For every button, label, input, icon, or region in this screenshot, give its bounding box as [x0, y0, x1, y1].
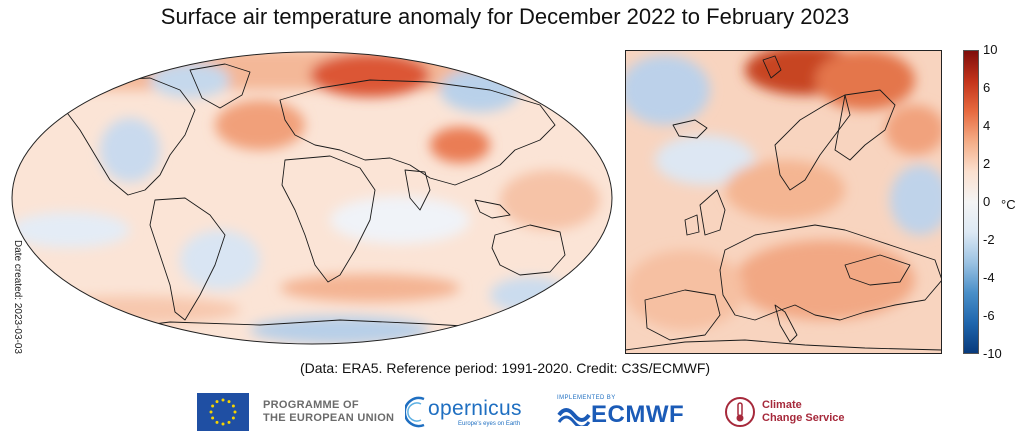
ecmwf-implemented-by: IMPLEMENTED BY [557, 395, 616, 401]
colorbar-tick: -10 [983, 346, 1002, 361]
eu-star [215, 420, 219, 424]
eu-star [227, 420, 231, 424]
colorbar-tick: 4 [983, 118, 991, 133]
eu-logo: PROGRAMME OF THE EUROPEAN UNION [197, 388, 394, 436]
colorbar-tick: 0 [983, 194, 991, 209]
eu-star [221, 398, 225, 402]
copernicus-c-icon [405, 396, 425, 428]
colorbar-tick: -6 [983, 308, 995, 323]
chart-title: Surface air temperature anomaly for Dece… [160, 4, 850, 29]
eu-star [231, 404, 235, 408]
colorbar-tick: 2 [983, 156, 991, 171]
eu-text-line1: PROGRAMME OF [263, 399, 359, 411]
logo-bar: PROGRAMME OF THE EUROPEAN UNION opernicu… [0, 388, 1024, 440]
colorbar-tick: 6 [983, 80, 991, 95]
eu-star [221, 422, 225, 426]
ecmwf-logo: IMPLEMENTED BY ECMWF [557, 388, 684, 436]
colorbar-unit: °C [1001, 197, 1016, 212]
date-created-label: Date created: 2023-03-03 [12, 240, 23, 354]
eu-flag-icon [197, 393, 249, 431]
eu-star [215, 400, 219, 404]
colorbar-tick: -4 [983, 270, 995, 285]
eu-star [209, 410, 213, 414]
copernicus-tagline: Europe's eyes on Earth [458, 421, 521, 427]
ecmwf-wordmark: ECMWF [591, 401, 685, 428]
thermometer-icon [725, 397, 755, 427]
colorbar [963, 50, 979, 354]
copernicus-wordmark: opernicus [428, 397, 522, 420]
colorbar-tick: -2 [983, 232, 995, 247]
eu-star [233, 410, 237, 414]
eu-star [231, 416, 235, 420]
world-anomaly-map [11, 51, 613, 345]
eu-star [211, 416, 215, 420]
eu-text-line2: THE EUROPEAN UNION [263, 412, 395, 424]
ecmwf-wave-icon [557, 408, 591, 426]
c3s-text-line2: Change Service [762, 412, 845, 424]
data-credit-caption: (Data: ERA5. Reference period: 1991-2020… [299, 360, 711, 376]
eu-star [211, 404, 215, 408]
copernicus-logo: opernicus Europe's eyes on Earth [405, 388, 522, 436]
colorbar-tick: 10 [983, 42, 998, 57]
c3s-logo: Climate Change Service [724, 388, 845, 436]
c3s-text-line1: Climate [762, 399, 802, 411]
eu-star [227, 400, 231, 404]
europe-anomaly-map [625, 50, 942, 354]
